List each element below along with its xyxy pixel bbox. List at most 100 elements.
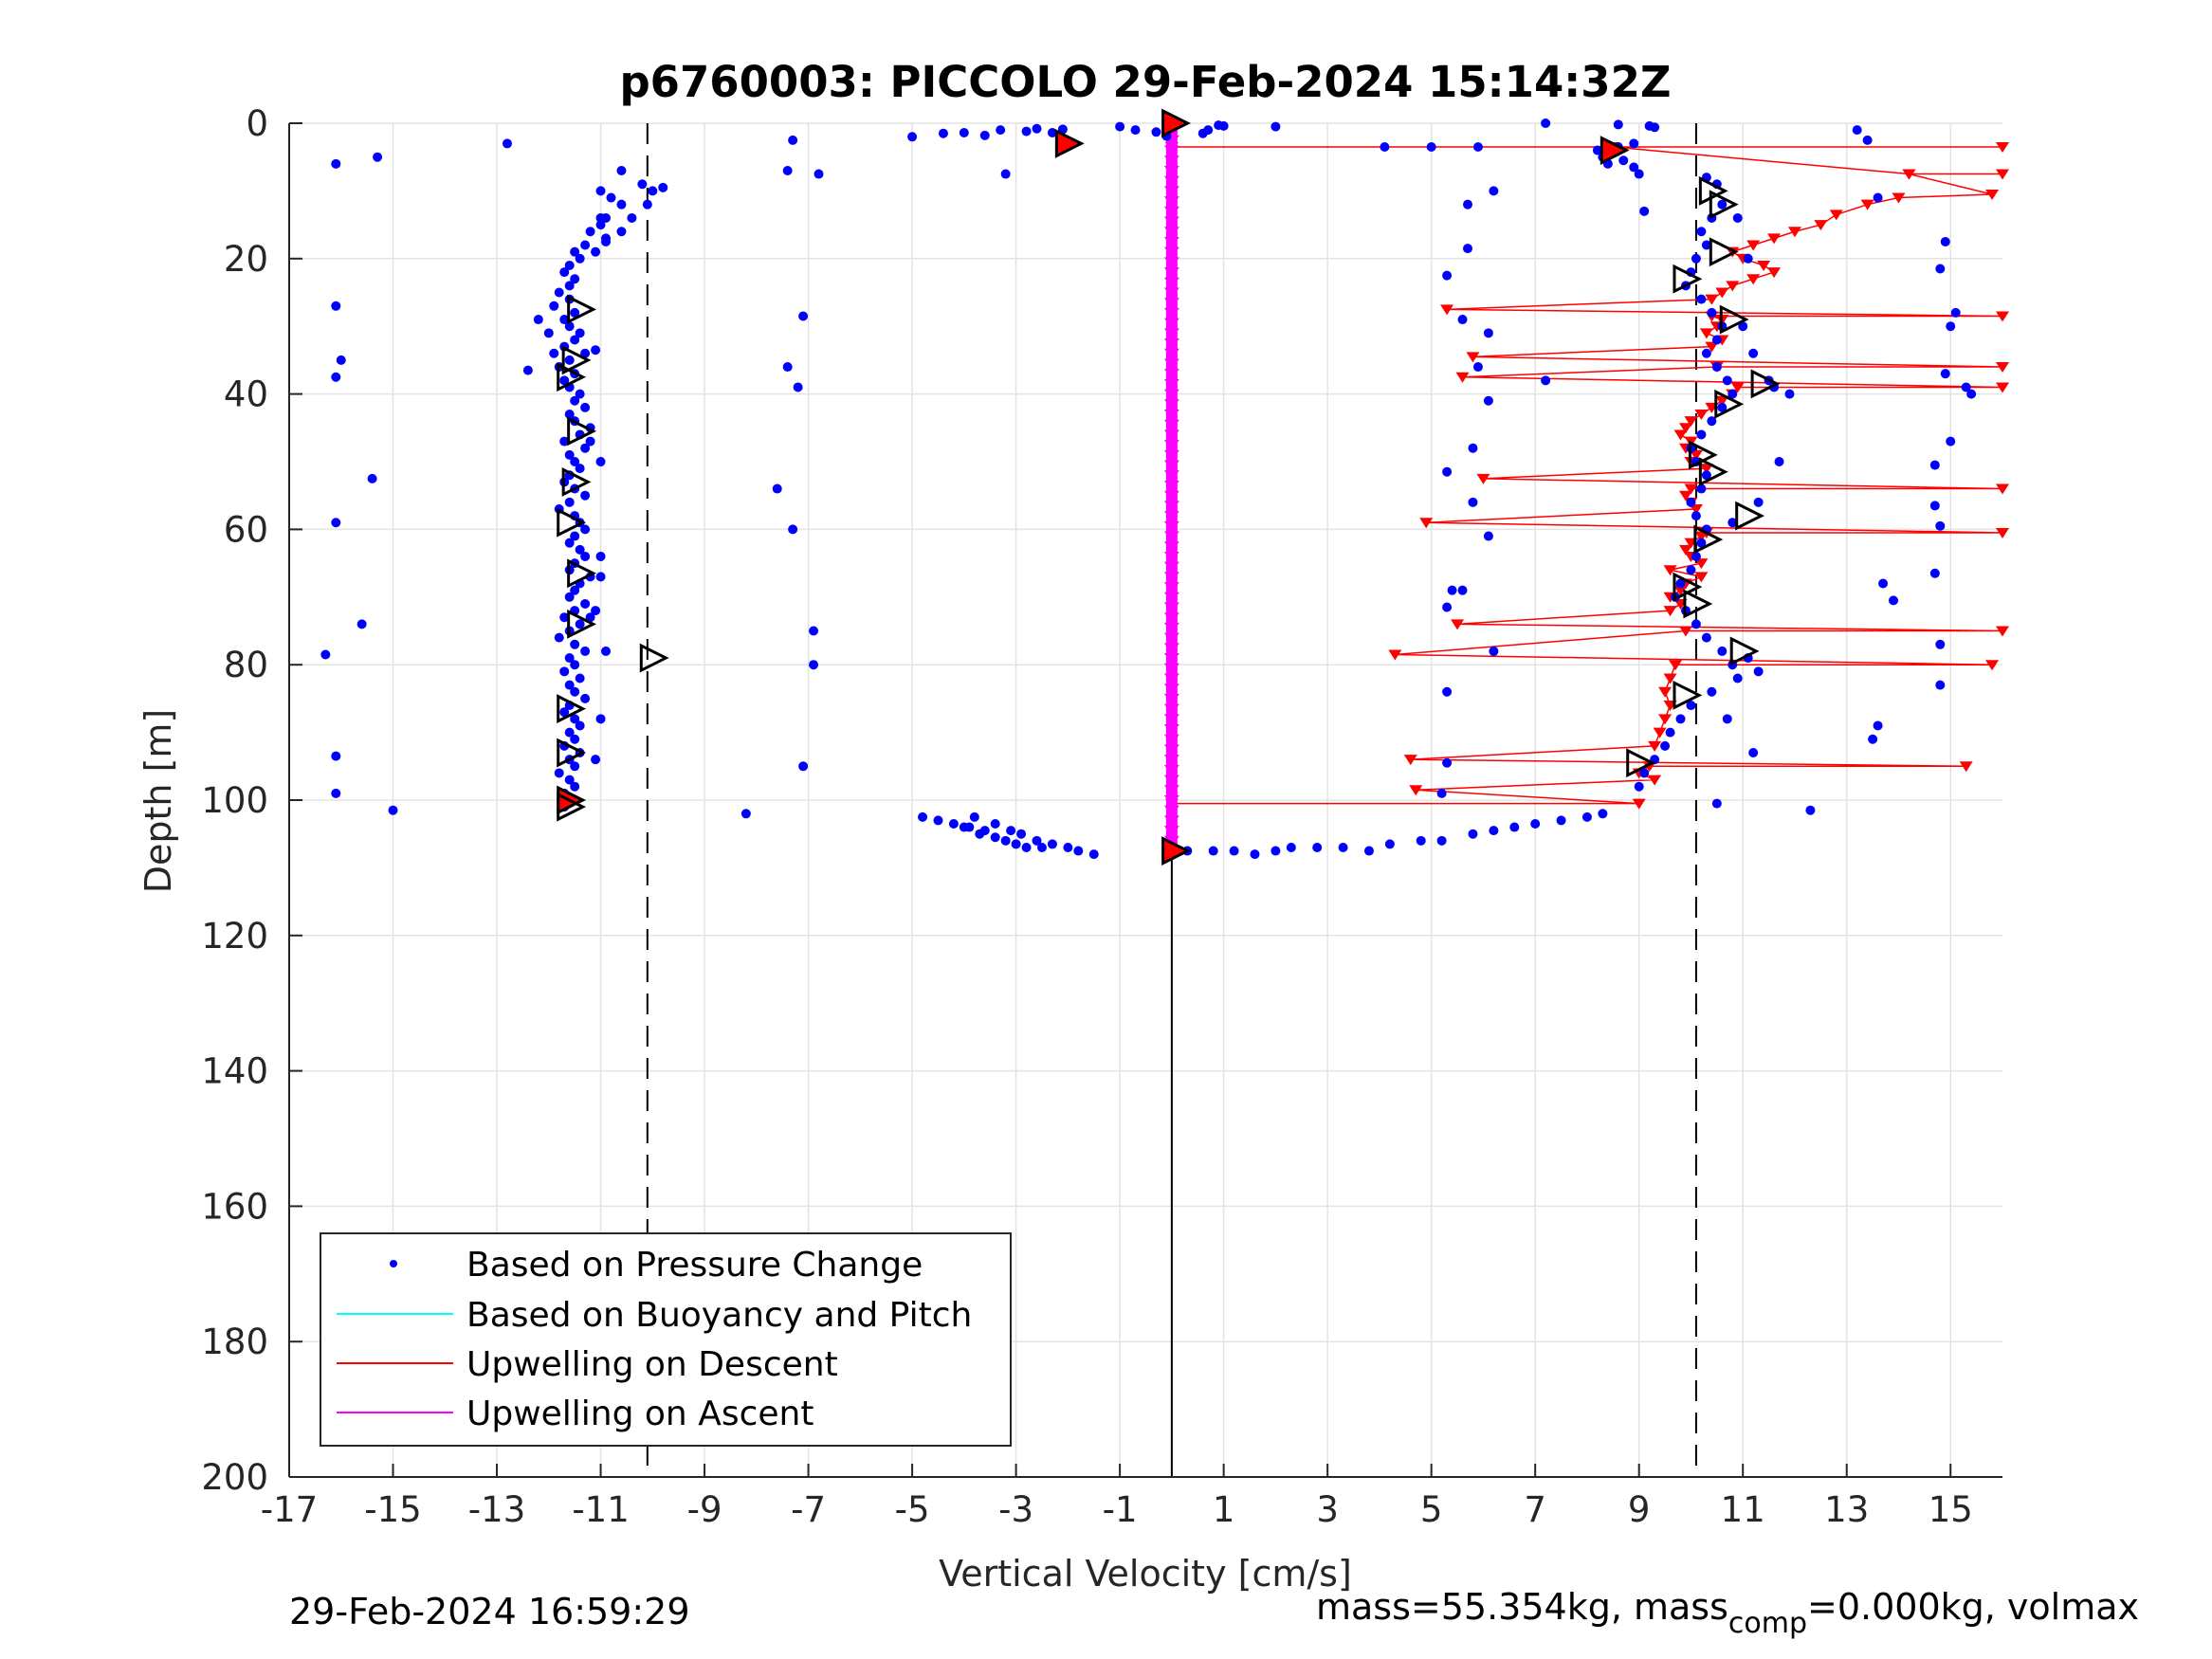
descent-point <box>1892 192 1906 204</box>
y-tick-label: 200 <box>201 1457 268 1498</box>
pressure-point <box>575 673 585 684</box>
descent-point <box>1653 727 1667 738</box>
ascent-point <box>1163 369 1179 380</box>
pressure-point <box>570 531 580 541</box>
pressure-point <box>1722 375 1732 386</box>
pressure-point <box>1592 145 1602 155</box>
pressure-point <box>564 260 575 270</box>
ascent-point <box>1163 693 1179 704</box>
pressure-point <box>616 227 627 237</box>
ascent-point <box>1163 358 1179 370</box>
ascent-point <box>1163 632 1179 644</box>
descent-point <box>1673 429 1688 441</box>
pressure-point <box>585 227 595 237</box>
descent-point <box>1996 483 2009 495</box>
pressure-point <box>1686 701 1696 711</box>
pressure-point <box>575 544 585 555</box>
ascent-point <box>1163 378 1179 390</box>
pressure-point <box>1338 842 1348 852</box>
ascent-point <box>1163 643 1179 654</box>
ascent-point <box>1163 389 1179 400</box>
pressure-point <box>1250 849 1260 860</box>
pressure-point <box>356 619 367 629</box>
descent-point <box>1715 287 1729 299</box>
x-tick-label: 11 <box>1721 1489 1765 1530</box>
legend-pressure-swatch <box>390 1260 397 1267</box>
x-tick-label: -5 <box>895 1489 930 1530</box>
pressure-point <box>549 301 559 311</box>
pressure-point <box>1556 815 1566 826</box>
pressure-point <box>1728 389 1738 399</box>
ascent-point <box>1163 186 1179 197</box>
ascent-point <box>1163 520 1179 532</box>
pressure-point <box>1717 646 1728 656</box>
pressure-point <box>1728 518 1738 528</box>
marker-triangle <box>639 643 669 673</box>
descent-point <box>1466 352 1480 363</box>
pressure-point <box>979 130 990 140</box>
pressure-point <box>1696 227 1707 237</box>
pressure-point <box>533 315 543 325</box>
pressure-point <box>570 274 580 284</box>
pressure-point <box>1748 748 1759 758</box>
pressure-point <box>601 236 612 246</box>
pressure-point <box>1447 585 1457 595</box>
pressure-point <box>502 138 512 149</box>
pressure-point <box>580 524 591 535</box>
pressure-point <box>1691 551 1701 561</box>
x-tick-label: -7 <box>791 1489 826 1530</box>
pressure-point <box>570 639 580 649</box>
pressure-point <box>1021 842 1032 852</box>
pressure-point <box>1665 727 1675 738</box>
pressure-point <box>575 389 585 399</box>
pressure-point <box>580 598 591 609</box>
pressure-point <box>559 436 570 447</box>
descent-point <box>1694 572 1709 583</box>
pressure-point <box>1732 212 1743 223</box>
x-tick-label: -13 <box>468 1489 525 1530</box>
descent-point <box>1388 649 1402 661</box>
descent-point <box>1694 410 1709 421</box>
pressure-point <box>1472 141 1483 152</box>
pressure-point <box>559 666 570 677</box>
pressure-point <box>1935 520 1946 531</box>
descent-point <box>1996 527 2009 538</box>
pressure-point <box>1929 501 1940 511</box>
pressure-point <box>331 372 341 382</box>
pressure-point <box>1416 835 1426 846</box>
marker-triangle <box>567 558 596 589</box>
ascent-point <box>1163 165 1179 176</box>
pressure-point <box>564 497 575 507</box>
descent-point <box>1678 490 1692 501</box>
ascent-point <box>1163 410 1179 421</box>
pressure-point <box>580 490 591 501</box>
pressure-point <box>1088 849 1099 860</box>
descent-point <box>1699 328 1713 339</box>
pressure-point <box>809 626 819 636</box>
pressure-point <box>1722 714 1732 724</box>
marker-triangle <box>1626 748 1656 778</box>
pressure-point <box>575 464 585 474</box>
pressure-point <box>740 809 751 819</box>
pressure-point <box>1457 315 1468 325</box>
pressure-point <box>320 649 331 660</box>
descent-point <box>1663 565 1677 576</box>
marker-triangle <box>1693 524 1724 555</box>
descent-point <box>1673 585 1688 596</box>
ascent-point <box>1163 145 1179 156</box>
descent-point <box>1689 503 1703 515</box>
pressure-point <box>1047 127 1057 137</box>
pressure-point <box>331 158 341 169</box>
ascent-point <box>1163 734 1179 745</box>
pressure-point <box>549 348 559 358</box>
x-tick-label: -17 <box>261 1489 318 1530</box>
pressure-point <box>1629 138 1639 149</box>
pressure-point <box>1774 457 1784 466</box>
ascent-point <box>1163 622 1179 633</box>
descent-point <box>1985 660 2000 671</box>
pressure-point <box>1873 720 1883 731</box>
pressure-point <box>1868 734 1878 744</box>
pressure-point <box>1717 402 1728 412</box>
pressure-point <box>1650 122 1660 133</box>
pressure-point <box>1707 416 1717 427</box>
